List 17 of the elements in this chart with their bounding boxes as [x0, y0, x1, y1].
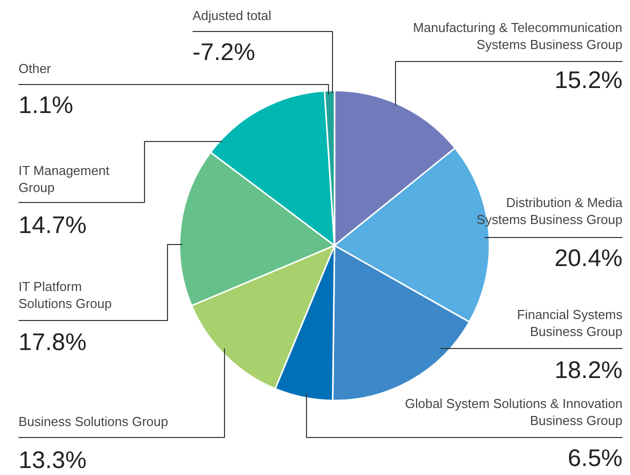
- data-label: 14.7%: [18, 212, 87, 239]
- data-label: 18.2%: [554, 357, 623, 384]
- text: -7.2%: [192, 39, 256, 66]
- data-label: 1.1%: [18, 92, 74, 119]
- slice-label: Financial Systems Business Group: [517, 307, 623, 339]
- data-label: 13.3%: [18, 447, 87, 474]
- slice-label: Manufacturing & Telecommunication Systems Business Group: [412, 20, 623, 52]
- slice-label: Other: [18, 61, 52, 76]
- data-label: 6.5%: [568, 445, 622, 472]
- slice-label: IT Platform Solutions Group: [18, 279, 112, 311]
- data-label: 17.8%: [18, 329, 87, 356]
- data-label: 15.2%: [554, 67, 623, 94]
- text: Adjusted total: [192, 8, 272, 23]
- slice-label: Business Solutions Group: [18, 414, 168, 429]
- slice-label: IT Management Group: [18, 163, 110, 195]
- slice-label: Global System Solutions & Innovation Business Group: [404, 396, 623, 428]
- data-label: 20.4%: [554, 245, 623, 272]
